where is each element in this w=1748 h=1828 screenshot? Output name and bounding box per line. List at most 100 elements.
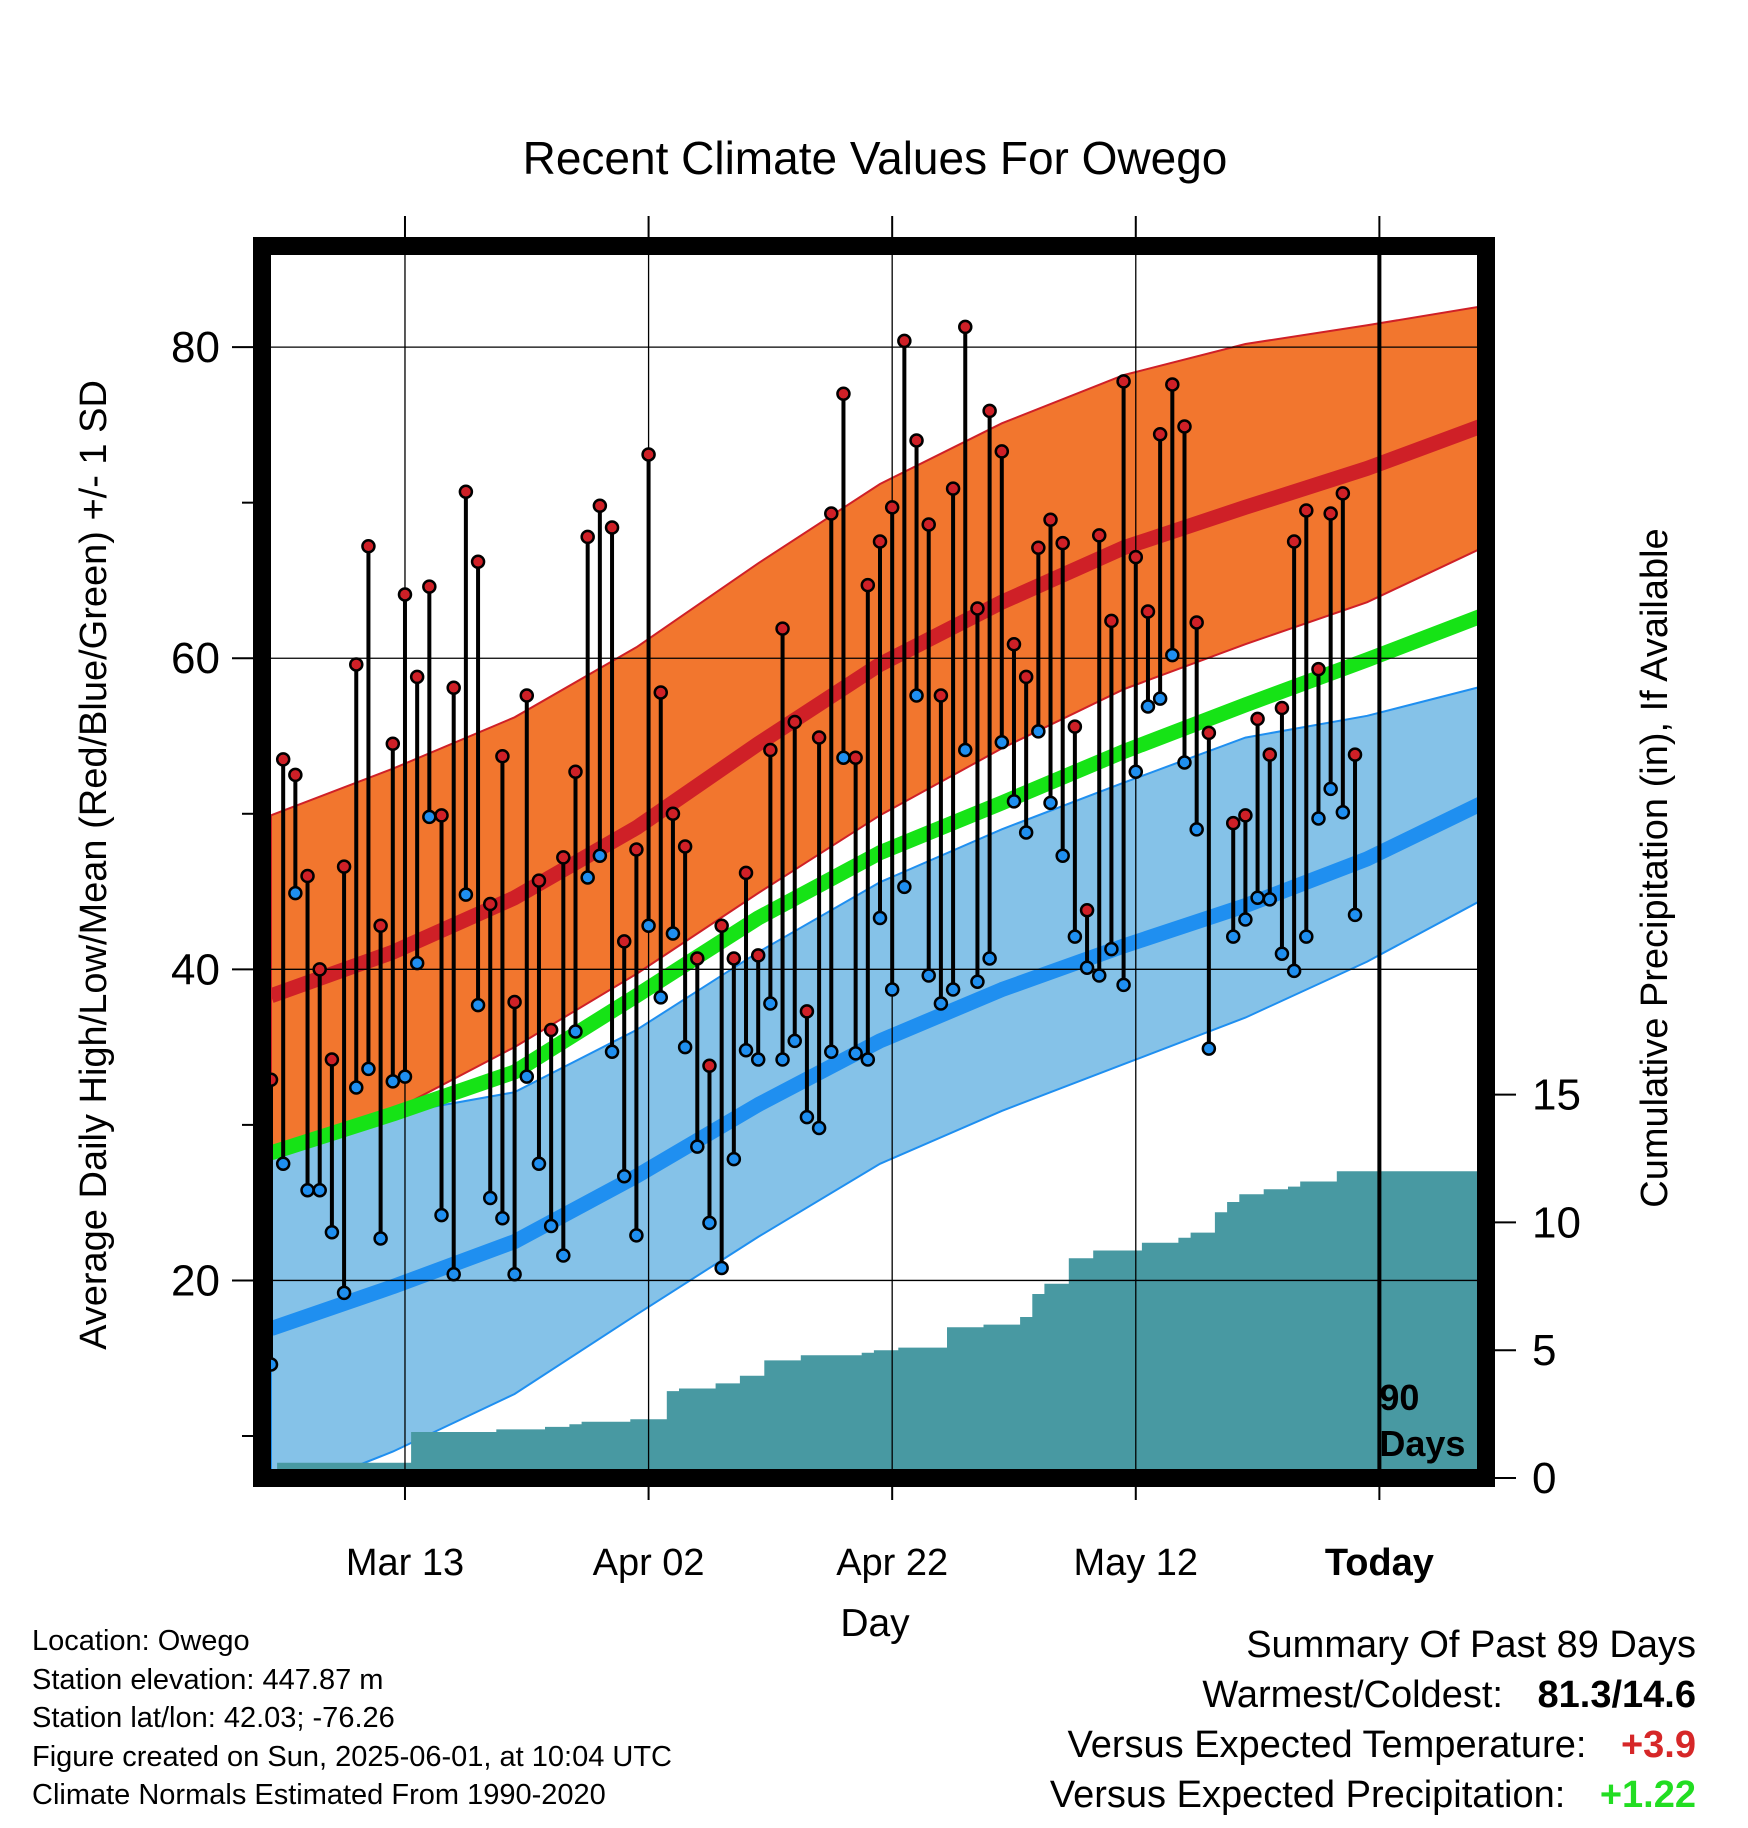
precip-anomaly-label: Versus Expected Precipitation: [1049, 1774, 1566, 1816]
low-point [1128, 764, 1144, 780]
low-point [519, 1069, 535, 1084]
high-point [349, 657, 364, 672]
low-point [1067, 929, 1083, 944]
today-marker-label: 90 [1379, 1377, 1419, 1418]
high-point [361, 538, 376, 554]
low-point [1347, 907, 1363, 923]
low-point [1055, 848, 1070, 864]
low-point [1018, 825, 1034, 840]
high-point [1067, 719, 1083, 734]
high-point [1140, 604, 1156, 619]
low-point [629, 1228, 644, 1243]
y-tick-label: 60 [171, 634, 220, 683]
low-point [1079, 960, 1095, 976]
low-point [300, 1182, 315, 1198]
low-point [884, 982, 900, 997]
low-point [836, 750, 851, 766]
low-point [531, 1156, 547, 1172]
summary-panel: Summary Of Past 89 Days Warmest/Coldest:… [1050, 1620, 1696, 1820]
low-point [921, 968, 936, 983]
high-point [1250, 711, 1265, 727]
low-point [385, 1074, 401, 1089]
high-point [1201, 725, 1217, 741]
high-point [1128, 549, 1144, 565]
low-point [1225, 929, 1241, 944]
low-point [361, 1061, 376, 1077]
high-point [385, 736, 401, 752]
plot-frame [253, 237, 1495, 1487]
summary-heading: Summary Of Past 89 Days [1246, 1624, 1696, 1666]
high-point [787, 714, 802, 730]
high-point [897, 333, 912, 349]
low-point [945, 982, 961, 997]
low-point [1201, 1041, 1217, 1056]
low-point [1335, 804, 1351, 820]
low-point [324, 1224, 340, 1240]
low-point [1006, 794, 1022, 809]
x-tick-label: Apr 02 [593, 1542, 705, 1584]
warmest-coldest-label: Warmest/Coldest: [1202, 1674, 1503, 1716]
high-point [1274, 700, 1290, 716]
high-point [909, 433, 924, 448]
low-point [714, 1260, 729, 1276]
y2-tick-label: 15 [1532, 1071, 1581, 1120]
high-point [860, 577, 876, 593]
low-point [653, 990, 669, 1005]
low-point [616, 1168, 632, 1184]
high-point [422, 579, 437, 594]
high-point [1177, 419, 1192, 434]
low-point [1311, 811, 1326, 826]
latlon-text: Station lat/lon: 42.03; -76.26 [32, 1702, 395, 1734]
high-point [884, 500, 900, 515]
high-point [763, 742, 778, 758]
high-point [543, 1022, 559, 1038]
low-point [982, 951, 997, 966]
high-point [458, 484, 474, 500]
high-point [1031, 540, 1046, 556]
low-point [312, 1182, 327, 1198]
low-point [677, 1039, 693, 1055]
x-tick-label: Apr 22 [836, 1542, 948, 1584]
high-point [592, 498, 608, 514]
low-point [1238, 912, 1253, 927]
high-point [1043, 512, 1058, 528]
high-point [1286, 534, 1302, 549]
high-point [824, 506, 839, 521]
y-tick-label: 80 [171, 323, 220, 372]
high-point [470, 554, 486, 570]
high-point [275, 752, 291, 767]
high-point [495, 748, 510, 764]
y-tick-label: 20 [171, 1256, 220, 1305]
high-point [434, 808, 449, 823]
high-point [1055, 535, 1070, 551]
low-point [750, 1052, 766, 1067]
low-point [763, 996, 778, 1011]
high-point [1152, 426, 1168, 442]
high-point [641, 447, 656, 462]
low-point [726, 1151, 742, 1167]
low-point [495, 1210, 510, 1226]
station-info: Location: Owego Station elevation: 447.8… [32, 1622, 672, 1815]
normals-text: Climate Normals Estimated From 1990-2020 [32, 1779, 606, 1811]
low-point [690, 1139, 705, 1154]
high-point [324, 1052, 340, 1067]
plot-area [262, 246, 1486, 1478]
y2-tick-label: 0 [1532, 1454, 1556, 1503]
high-point [702, 1058, 717, 1074]
high-point [1104, 613, 1119, 629]
low-point [702, 1215, 717, 1231]
low-point [1274, 946, 1290, 962]
low-point [933, 996, 949, 1011]
high-point [738, 865, 754, 881]
high-point [1006, 636, 1022, 652]
low-point [775, 1052, 790, 1067]
low-point [958, 742, 973, 758]
high-point [1323, 506, 1338, 521]
high-point [1311, 661, 1326, 677]
low-point [824, 1044, 839, 1060]
high-point [409, 669, 425, 685]
low-point [288, 885, 303, 901]
high-point [373, 918, 388, 934]
high-point [1116, 374, 1131, 389]
high-point [1091, 528, 1107, 543]
